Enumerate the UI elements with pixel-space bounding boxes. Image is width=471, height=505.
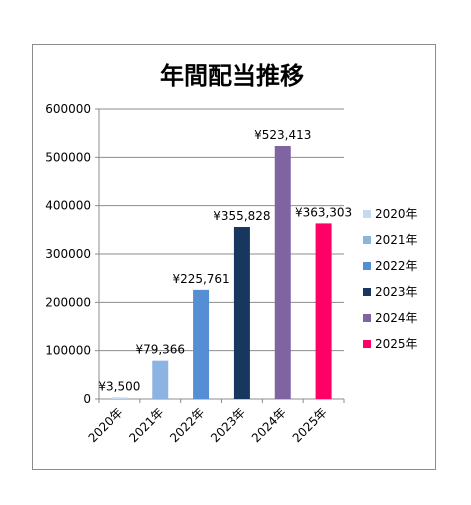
y-tick-label: 100000 bbox=[45, 344, 91, 358]
legend-label: 2021年 bbox=[375, 233, 418, 247]
bar bbox=[233, 227, 250, 399]
y-tick-label: 400000 bbox=[45, 199, 91, 213]
legend-label: 2023年 bbox=[375, 285, 418, 299]
bar bbox=[111, 397, 128, 399]
legend-swatch bbox=[363, 210, 371, 218]
bar bbox=[152, 360, 169, 399]
data-label: ¥225,761 bbox=[172, 272, 229, 286]
x-tick-label: 2024年 bbox=[249, 405, 289, 445]
y-tick-label: 0 bbox=[83, 392, 91, 406]
bars bbox=[111, 146, 332, 399]
x-tick-label: 2021年 bbox=[126, 405, 166, 445]
legend-swatch bbox=[363, 236, 371, 244]
data-label: ¥355,828 bbox=[213, 209, 270, 223]
chart-title: 年間配当推移 bbox=[160, 62, 304, 90]
legend-swatch bbox=[363, 314, 371, 322]
legend-label: 2025年 bbox=[375, 337, 418, 351]
y-tick-label: 300000 bbox=[45, 247, 91, 261]
y-tick-label: 200000 bbox=[45, 295, 91, 309]
y-axis-ticks: 0 100000 200000 300000 400000 500000 600000 bbox=[45, 102, 99, 406]
x-tick-label: 2025年 bbox=[290, 405, 330, 445]
legend-label: 2022年 bbox=[375, 259, 418, 273]
data-label: ¥3,500 bbox=[98, 379, 140, 393]
y-tick-label: 600000 bbox=[45, 102, 91, 116]
data-labels: ¥3,500 ¥79,366 ¥225,761 ¥355,828 ¥523,413 ¥36… bbox=[98, 128, 352, 393]
legend-label: 2020年 bbox=[375, 207, 418, 221]
bar bbox=[274, 146, 291, 399]
bar bbox=[193, 289, 210, 399]
legend-swatch bbox=[363, 288, 371, 296]
gridlines bbox=[99, 108, 344, 352]
legend-swatch bbox=[363, 262, 371, 270]
x-tick-label: 2022年 bbox=[167, 405, 207, 445]
y-tick-label: 500000 bbox=[45, 150, 91, 164]
x-tick-label: 2020年 bbox=[86, 405, 126, 445]
x-axis-ticks: 2020年 2021年 2022年 2023年 2024年 2025年 bbox=[86, 399, 345, 445]
x-tick-label: 2023年 bbox=[208, 405, 248, 445]
legend: 2020年 2021年 2022年 2023年 2024年 2025年 bbox=[363, 207, 418, 351]
data-label: ¥523,413 bbox=[254, 128, 311, 142]
bar bbox=[315, 223, 332, 399]
legend-swatch bbox=[363, 340, 371, 348]
data-label: ¥363,303 bbox=[295, 205, 352, 219]
legend-label: 2024年 bbox=[375, 311, 418, 325]
data-label: ¥79,366 bbox=[135, 343, 185, 357]
